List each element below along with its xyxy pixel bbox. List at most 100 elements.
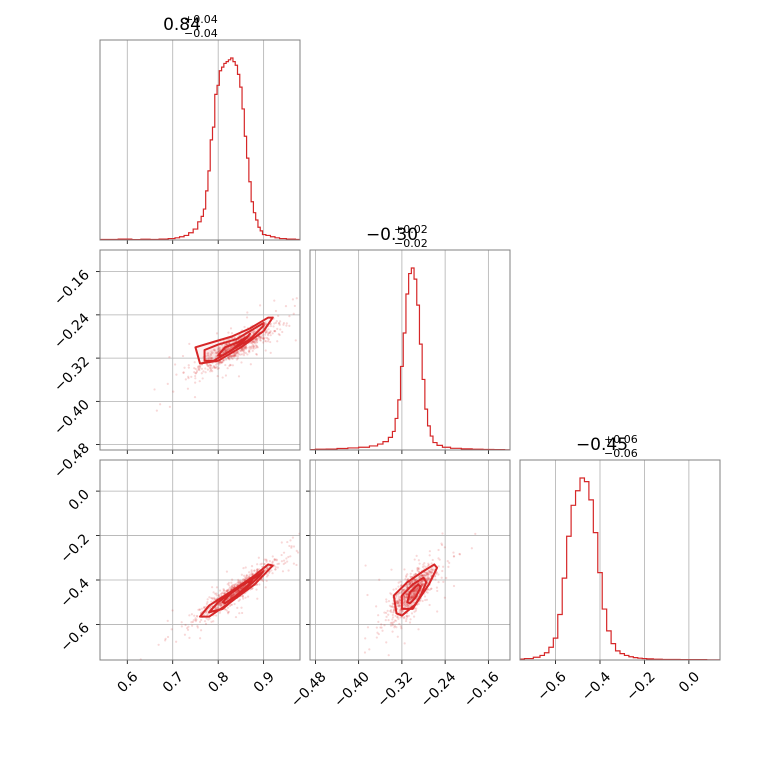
scatter-point	[264, 349, 267, 352]
scatter-point	[413, 590, 416, 593]
scatter-point	[233, 353, 236, 356]
scatter-point	[364, 564, 367, 567]
scatter-point	[209, 364, 212, 367]
scatter-point	[375, 605, 378, 608]
scatter-point	[233, 585, 236, 588]
scatter-point	[261, 565, 264, 568]
scatter-point	[194, 372, 198, 375]
scatter-point	[219, 604, 222, 607]
scatter-point	[399, 616, 402, 619]
scatter-point	[193, 361, 196, 364]
scatter-point	[400, 609, 403, 612]
scatter-point	[389, 621, 392, 625]
scatter-point	[416, 586, 419, 589]
scatter-point	[193, 366, 196, 370]
scatter-point	[403, 600, 406, 603]
scatter-point	[155, 409, 158, 412]
scatter-point	[198, 608, 201, 611]
scatter-point	[426, 587, 430, 591]
scatter-point	[266, 567, 269, 570]
scatter-point	[295, 549, 298, 553]
scatter-point	[255, 583, 259, 586]
scatter-point	[198, 365, 201, 368]
scatter-point	[428, 578, 431, 581]
scatter-point	[377, 620, 380, 623]
scatter-point	[219, 360, 222, 364]
scatter-point	[404, 578, 407, 581]
scatter-point	[276, 562, 279, 566]
scatter-point	[398, 604, 401, 607]
scatter-point	[261, 337, 264, 340]
scatter-point	[403, 598, 406, 601]
scatter-point	[236, 606, 239, 610]
scatter-point	[387, 600, 391, 603]
scatter-point	[419, 581, 422, 585]
scatter-point	[250, 345, 253, 348]
scatter-point	[416, 587, 419, 590]
scatter-point	[203, 606, 206, 609]
scatter-point	[364, 637, 367, 640]
scatter-point	[421, 574, 424, 577]
scatter-point	[417, 575, 421, 579]
scatter-point	[210, 350, 213, 353]
scatter-point	[208, 617, 211, 620]
scatter-point	[403, 600, 406, 603]
scatter-point	[245, 574, 248, 577]
scatter-point	[253, 569, 256, 572]
scatter-point	[236, 590, 239, 594]
x-tick-label: 0.6	[114, 669, 141, 696]
scatter-point	[215, 365, 218, 369]
scatter-point	[412, 573, 416, 576]
scatter-point	[390, 593, 393, 596]
scatter-point	[212, 365, 215, 368]
scatter-point	[401, 590, 404, 593]
scatter-point	[400, 584, 403, 587]
scatter-point	[206, 364, 209, 367]
scatter-point	[395, 595, 398, 598]
scatter-point	[241, 580, 244, 583]
hist-title-plus-1: +0.02	[394, 223, 428, 236]
scatter-point	[230, 354, 233, 358]
scatter-point	[397, 602, 401, 605]
scatter-point	[273, 558, 276, 561]
scatter-point	[181, 354, 185, 358]
scatter-point	[266, 330, 269, 334]
scatter-point	[428, 588, 431, 592]
scatter-point	[188, 342, 191, 345]
scatter-point	[229, 595, 232, 598]
contour-3-sigma	[199, 563, 274, 618]
scatter-frame-0	[99, 249, 301, 451]
scatter-point	[228, 338, 231, 341]
scatter-point	[233, 584, 236, 587]
scatter-point	[231, 593, 234, 596]
scatter-point	[186, 387, 190, 390]
scatter-point	[399, 612, 402, 615]
scatter-point	[279, 328, 282, 331]
scatter-point	[402, 589, 405, 592]
scatter-point	[239, 580, 242, 583]
scatter-point	[227, 347, 230, 350]
scatter-point	[263, 339, 267, 343]
scatter-point	[258, 583, 261, 586]
scatter-point	[408, 598, 412, 601]
scatter-point	[214, 366, 217, 369]
scatter-point	[242, 349, 245, 352]
scatter-point	[393, 619, 397, 622]
scatter-point	[249, 341, 253, 345]
scatter-point	[191, 624, 194, 627]
scatter-point	[168, 355, 171, 359]
scatter-point	[406, 603, 409, 606]
scatter-point	[253, 341, 256, 344]
scatter-point	[200, 618, 203, 622]
scatter-point	[427, 562, 430, 565]
scatter-point	[415, 607, 418, 610]
scatter-point	[396, 602, 400, 605]
scatter-point	[204, 371, 207, 374]
scatter-point	[214, 607, 218, 610]
scatter-point	[201, 377, 204, 380]
scatter-point	[248, 574, 251, 577]
scatter-point	[217, 603, 221, 606]
scatter-point	[277, 314, 280, 318]
scatter-point	[246, 577, 249, 580]
scatter-point	[405, 593, 408, 596]
